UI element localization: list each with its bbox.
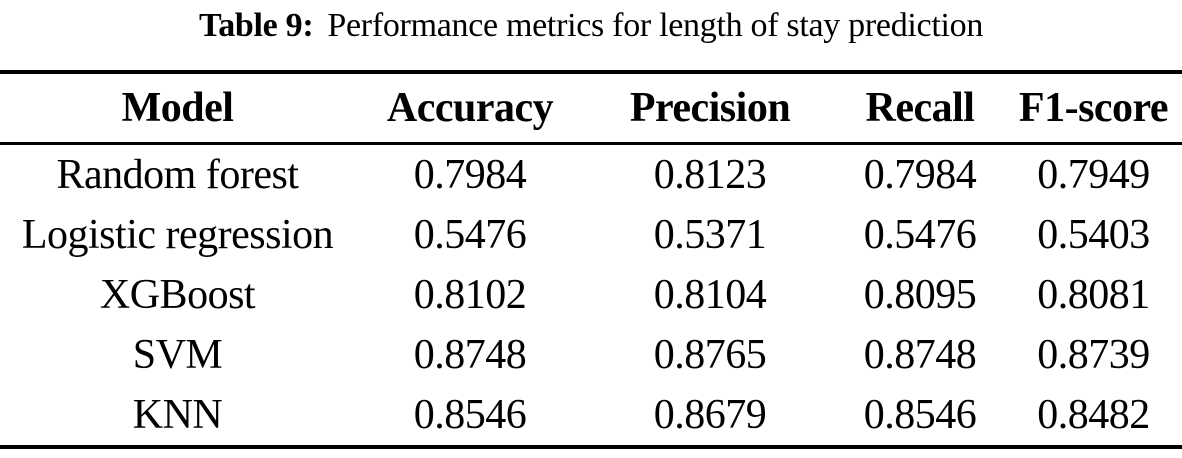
precision-cell: 0.8765 (653, 332, 767, 378)
table-caption-label: Table 9: (198, 7, 314, 44)
model-name-cell: XGBoost (99, 272, 256, 318)
table-row: Random forest 0.7984 0.8123 0.7984 0.794… (0, 144, 1182, 206)
model-name-cell: Random forest (56, 152, 299, 198)
table-row: XGBoost 0.8102 0.8104 0.8095 0.8081 (0, 265, 1182, 325)
f1-score-cell: 0.8739 (1037, 332, 1150, 378)
column-header-recall: Recall (865, 85, 975, 131)
column-header-precision: Precision (629, 85, 791, 131)
recall-cell: 0.8748 (863, 332, 977, 378)
table-row: SVM 0.8748 0.8765 0.8748 0.8739 (0, 325, 1182, 385)
table-caption: Table 9: Performance metrics for length o… (0, 0, 1182, 50)
recall-cell: 0.5476 (863, 212, 977, 258)
precision-cell: 0.5371 (653, 212, 767, 258)
model-name-cell: KNN (132, 392, 223, 438)
precision-cell: 0.8123 (653, 152, 767, 198)
f1-score-cell: 0.8482 (1037, 392, 1150, 438)
column-header-f1-score: F1-score (1018, 85, 1169, 131)
accuracy-cell: 0.8748 (413, 332, 527, 378)
table-row: KNN 0.8546 0.8679 0.8546 0.8482 (0, 385, 1182, 447)
model-name-cell: SVM (132, 332, 223, 378)
column-header-accuracy: Accuracy (386, 85, 554, 131)
f1-score-cell: 0.8081 (1037, 272, 1150, 318)
column-header-model: Model (121, 85, 234, 131)
table-caption-text: Performance metrics for length of stay p… (327, 7, 984, 44)
accuracy-cell: 0.8102 (413, 272, 527, 318)
accuracy-cell: 0.5476 (413, 212, 527, 258)
accuracy-cell: 0.7984 (413, 152, 527, 198)
recall-cell: 0.7984 (863, 152, 977, 198)
metrics-table: Model Accuracy Precision Recall F1-score… (0, 70, 1182, 449)
table-row: Logistic regression 0.5476 0.5371 0.5476… (0, 205, 1182, 265)
header-row: Model Accuracy Precision Recall F1-score (0, 72, 1182, 144)
f1-score-cell: 0.5403 (1037, 212, 1150, 258)
precision-cell: 0.8104 (653, 272, 767, 318)
accuracy-cell: 0.8546 (413, 392, 527, 438)
recall-cell: 0.8095 (863, 272, 977, 318)
model-name-cell: Logistic regression (21, 212, 334, 258)
f1-score-cell: 0.7949 (1037, 152, 1150, 198)
recall-cell: 0.8546 (863, 392, 977, 438)
precision-cell: 0.8679 (653, 392, 767, 438)
